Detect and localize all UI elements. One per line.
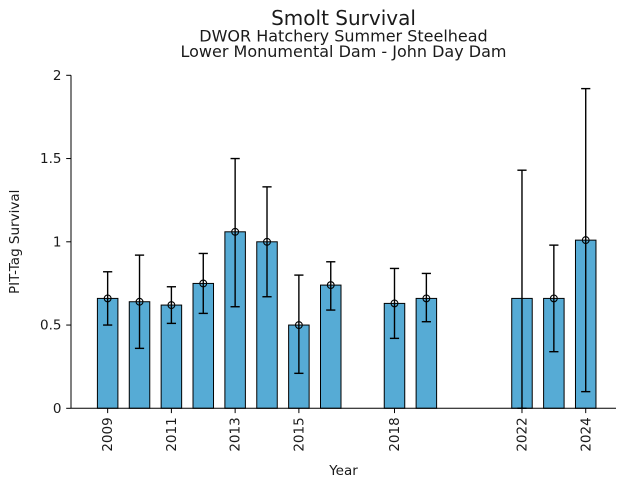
- x-tick-label-2009: 2009: [100, 417, 116, 451]
- y-tick-label-2: 2: [53, 68, 62, 84]
- marker-2011: [167, 301, 176, 310]
- marker-2024: [581, 236, 590, 245]
- marker-2018: [390, 299, 399, 308]
- marker-2015: [294, 321, 303, 329]
- marker-2013: [231, 227, 240, 236]
- chart-subtitle-line1: DWOR Hatchery Summer Steelhead: [199, 27, 487, 46]
- marker-2014: [263, 237, 271, 246]
- x-tick-label-2018: 2018: [387, 417, 403, 451]
- marker-2012: [199, 279, 208, 288]
- marker-2010: [135, 297, 144, 306]
- x-tick-label-2011: 2011: [164, 417, 180, 451]
- marker-2016: [326, 281, 335, 290]
- y-tick-label-0.5: 0.5: [40, 318, 61, 334]
- x-axis-title: Year: [328, 463, 358, 479]
- marker-2009: [103, 294, 112, 303]
- x-tick-label-2022: 2022: [515, 417, 531, 451]
- y-tick-label-1: 1: [53, 234, 62, 250]
- marker-2019: [422, 294, 431, 303]
- plot-area: 0 0.5 1 1.5 2 2009 2011 2013 2015 2018 2022 2024: [40, 68, 616, 452]
- x-tick-label-2013: 2013: [228, 417, 244, 451]
- y-tick-label-1.5: 1.5: [40, 151, 61, 167]
- y-axis-title: PIT-Tag Survival: [7, 190, 23, 294]
- x-tick-label-2024: 2024: [578, 417, 594, 451]
- chart-subtitle-line2: Lower Monumental Dam - John Day Dam: [181, 42, 507, 61]
- marker-2023: [549, 294, 558, 303]
- y-tick-label-0: 0: [53, 401, 62, 417]
- x-tick-label-2015: 2015: [291, 417, 307, 451]
- chart-title: Smolt Survival: [271, 6, 416, 30]
